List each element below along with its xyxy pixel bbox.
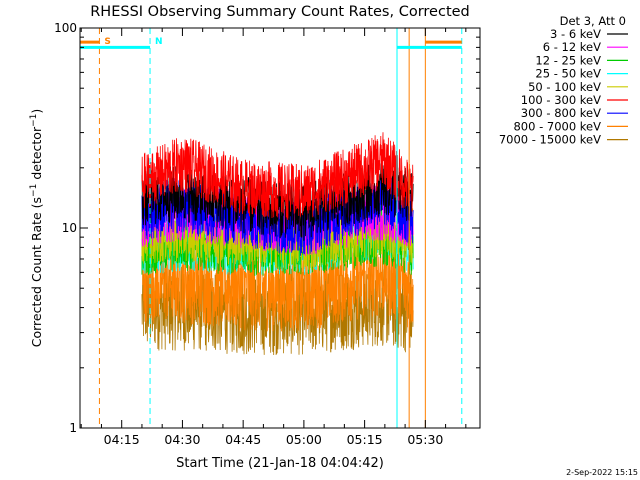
axis-layer: 1 10 100 04:15 04:30 04:45 05:00 05:15 05:30 — [54, 21, 480, 447]
legend-entry-label: 800 - 7000 keV — [513, 119, 601, 133]
chart-title: RHESSI Observing Summary Count Rates, Co… — [90, 4, 470, 20]
series-line — [141, 229, 414, 332]
series-line — [141, 132, 414, 220]
legend-entry-label: 12 - 25 keV — [535, 53, 601, 67]
legend-entry-label: 300 - 800 keV — [521, 106, 601, 120]
marker-label: S — [104, 37, 110, 47]
data-layer — [141, 132, 414, 356]
y-tick-label: 100 — [54, 21, 77, 35]
y-tick-label: 1 — [69, 421, 77, 435]
y-tick-label: 10 — [62, 221, 77, 235]
footer-date: 2-Sep-2022 15:15 — [566, 468, 638, 477]
legend-title: Det 3, Att 0 — [560, 14, 626, 28]
legend-entry-label: 25 - 50 keV — [535, 67, 601, 81]
x-tick-label: 05:15 — [347, 432, 383, 447]
x-tick-label: 05:00 — [286, 432, 322, 447]
series-line — [141, 260, 414, 356]
x-tick-label: 05:30 — [407, 432, 443, 447]
x-tick-label: 04:30 — [164, 432, 200, 447]
x-tick-label: 04:45 — [225, 432, 261, 447]
legend-entry-label: 50 - 100 keV — [528, 80, 601, 94]
x-axis-label: Start Time (21-Jan-18 04:04:42) — [176, 456, 384, 471]
legend-entry-label: 7000 - 15000 keV — [499, 133, 601, 147]
y-axis-label: Corrected Count Rate (s−1 detector−1) — [29, 109, 44, 348]
legend-entry-label: 100 - 300 keV — [521, 93, 601, 107]
marker-label: N — [155, 37, 163, 47]
legend-entry-label: 3 - 6 keV — [550, 27, 601, 41]
x-tick-label: 04:15 — [104, 432, 140, 447]
legend-entry-label: 6 - 12 keV — [543, 40, 601, 54]
